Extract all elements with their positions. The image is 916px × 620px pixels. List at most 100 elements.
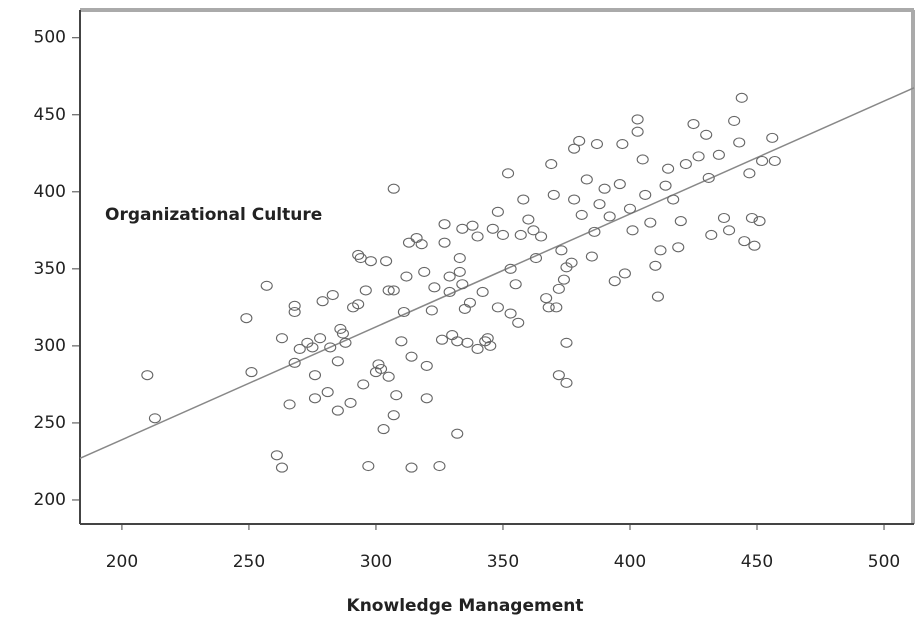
point (405, 462, 418, 473)
point (387, 285, 400, 296)
point (593, 199, 606, 210)
point (557, 274, 570, 285)
point (575, 209, 588, 220)
point (491, 302, 504, 313)
point (502, 168, 515, 179)
x-tick-label: 300 (360, 552, 392, 572)
point (636, 154, 649, 165)
point (336, 328, 349, 339)
point (471, 231, 484, 242)
point (748, 240, 761, 251)
point (382, 285, 395, 296)
point (245, 367, 258, 378)
point (352, 299, 365, 310)
point (540, 293, 553, 304)
annotation: Organizational Culture (105, 205, 322, 225)
point (334, 323, 347, 334)
y-tick-label: 250 (34, 413, 66, 433)
point (438, 219, 451, 230)
point (555, 245, 568, 256)
x-axis-label: Knowledge Management (347, 596, 584, 616)
point (527, 225, 540, 236)
point (428, 282, 441, 293)
point (659, 180, 672, 191)
point (456, 279, 469, 290)
point (451, 428, 464, 439)
point (728, 115, 741, 126)
point (631, 126, 644, 137)
point (306, 342, 319, 353)
point (738, 236, 751, 247)
point (735, 92, 748, 103)
point (603, 211, 616, 222)
point (380, 256, 393, 267)
point (420, 360, 433, 371)
point (308, 393, 322, 404)
point (705, 229, 718, 241)
point (743, 168, 756, 179)
point (717, 212, 731, 224)
point (598, 183, 611, 194)
point (260, 280, 273, 291)
point (639, 189, 652, 200)
point (293, 343, 306, 355)
point (649, 260, 662, 271)
point (573, 135, 586, 147)
point (387, 183, 400, 194)
x-tick-label: 350 (487, 552, 519, 572)
point (466, 220, 479, 231)
point (354, 253, 367, 264)
point (141, 370, 154, 381)
point (623, 203, 637, 214)
point (362, 461, 375, 472)
point (618, 268, 631, 279)
point (723, 225, 736, 236)
point (364, 256, 377, 267)
point (585, 251, 598, 262)
x-tick-label: 400 (614, 552, 646, 572)
x-tick-label: 250 (233, 552, 265, 572)
point (692, 151, 705, 162)
point (745, 212, 758, 224)
point (435, 334, 449, 345)
point (372, 359, 385, 370)
point (529, 253, 543, 264)
point (560, 337, 573, 348)
point (535, 231, 548, 242)
point (662, 163, 675, 174)
point (580, 174, 593, 185)
point (547, 189, 560, 200)
point (667, 194, 680, 205)
point (560, 377, 573, 388)
point (395, 336, 408, 347)
point (613, 179, 626, 190)
point (443, 271, 456, 282)
point (420, 393, 433, 404)
point (588, 226, 601, 237)
point (316, 296, 329, 307)
point (542, 302, 555, 313)
point (402, 237, 416, 248)
trend-line (79, 87, 915, 460)
y-tick-label: 300 (34, 336, 66, 356)
point (712, 149, 725, 160)
point (400, 271, 413, 282)
point (433, 461, 446, 472)
point (608, 276, 621, 287)
point (308, 370, 322, 381)
x-tick-label: 200 (106, 552, 138, 572)
point (590, 138, 604, 150)
point (344, 397, 357, 408)
point (679, 159, 692, 170)
point (631, 114, 644, 125)
point (753, 216, 766, 227)
point (451, 336, 464, 347)
point (453, 266, 466, 277)
point (275, 333, 289, 344)
point (331, 405, 344, 416)
point (463, 297, 476, 308)
point (509, 279, 522, 290)
point (568, 143, 581, 154)
